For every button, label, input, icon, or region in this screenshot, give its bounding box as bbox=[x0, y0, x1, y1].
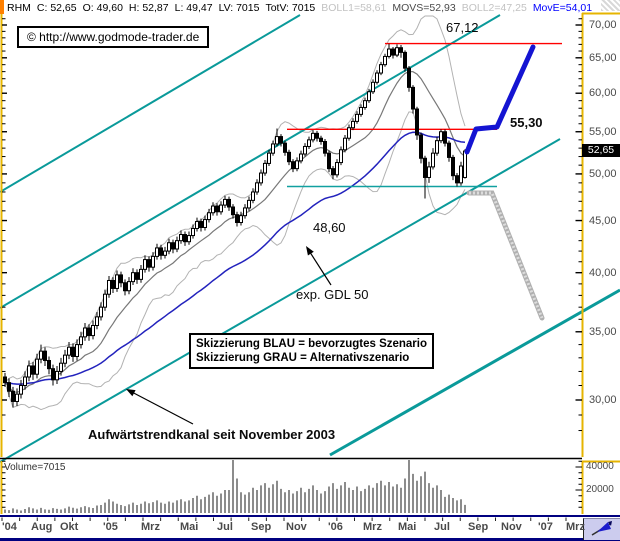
resistance-mid-label: 55,30 bbox=[510, 115, 543, 130]
header-field-9: BOLL2=47,25 bbox=[461, 1, 527, 14]
last-price-badge: 52,65 bbox=[582, 144, 620, 158]
quote-header: RHM C: 52,65 O: 49,60 H: 52,87 L: 49,47 LV: 7… bbox=[0, 0, 620, 15]
x-axis-label: Nov bbox=[286, 521, 307, 533]
trend-channel-line bbox=[0, 14, 501, 309]
scenario-blue-line bbox=[464, 44, 536, 155]
header-field-6: TotV: 7015 bbox=[265, 1, 316, 14]
x-axis-label: Sep bbox=[468, 521, 489, 533]
annotation-arrow-head bbox=[126, 389, 136, 397]
support-label: 48,60 bbox=[313, 220, 346, 235]
candles-group bbox=[3, 43, 467, 408]
x-axis-label: Mai bbox=[398, 521, 417, 533]
y-axis-label: 70,00 bbox=[589, 19, 617, 31]
trend-channel-line bbox=[0, 138, 561, 463]
x-axis-label: Sep bbox=[251, 521, 272, 533]
header-field-8: MOVS=52,93 bbox=[392, 1, 456, 14]
scenario-legend-box: Skizzierung BLAU = bevorzugtes Szenario … bbox=[189, 333, 435, 369]
x-axis-label: Jul bbox=[217, 521, 233, 533]
x-axis-label: Aug bbox=[31, 521, 53, 533]
header-field-1: C: 52,65 bbox=[36, 1, 77, 14]
x-axis-label: Mai bbox=[180, 521, 199, 533]
y-axis-label: 40,00 bbox=[589, 266, 617, 279]
annotation-arrow-line bbox=[131, 391, 194, 425]
bollinger-lower-line bbox=[4, 111, 466, 411]
bollinger-upper-line bbox=[4, 15, 466, 383]
x-axis-label: Nov bbox=[501, 521, 522, 533]
x-axis-label: Okt bbox=[60, 521, 79, 533]
header-field-4: L: 49,47 bbox=[174, 1, 213, 14]
y-axis-label: 45,00 bbox=[589, 214, 617, 227]
volume-axis-label: 40000 bbox=[586, 461, 614, 472]
header-field-5: LV: 7015 bbox=[218, 1, 260, 14]
header-field-7: BOLL1=58,61 bbox=[321, 1, 387, 14]
axis-frames bbox=[0, 1, 620, 514]
resize-grip[interactable] bbox=[601, 0, 620, 11]
header-field-3: H: 52,87 bbox=[128, 1, 169, 14]
pin-button[interactable] bbox=[583, 518, 620, 540]
x-axis-label: Mrz bbox=[363, 521, 382, 533]
y-axis-label: 60,00 bbox=[589, 87, 617, 100]
gdl-label: exp. GDL 50 bbox=[296, 287, 369, 302]
x-axis-label: Mrz bbox=[141, 521, 160, 533]
annotation-arrow-line bbox=[308, 250, 332, 286]
axis-ticks bbox=[1, 18, 582, 521]
scenario-gray-texture bbox=[469, 191, 544, 319]
volume-axis-label: 20000 bbox=[586, 484, 614, 495]
annotation-arrow-head bbox=[306, 246, 314, 256]
x-axis-label: '07 bbox=[538, 521, 553, 533]
header-field-10: MovE=54,01 bbox=[532, 1, 593, 14]
scenario-legend-line1: Skizzierung BLAU = bevorzugtes Szenario bbox=[196, 338, 428, 350]
volume-bars bbox=[4, 460, 466, 513]
trend-channel-line bbox=[0, 14, 301, 193]
trend-channel-line bbox=[329, 288, 620, 457]
x-axis-label: '04 bbox=[2, 521, 17, 533]
scenario-legend-line2: Skizzierung GRAU = Alternativszenario bbox=[196, 352, 410, 364]
x-axis-label: Mrz bbox=[566, 521, 585, 533]
resistance-high-label: 67,12 bbox=[446, 20, 479, 35]
x-axis-label: '05 bbox=[103, 521, 118, 533]
y-axis-label: 55,00 bbox=[589, 125, 617, 138]
trend-channel-label: Aufwärtstrendkanal seit November 2003 bbox=[88, 427, 336, 442]
y-axis-label: 65,00 bbox=[589, 51, 617, 64]
exp-gdl50-line bbox=[4, 131, 466, 385]
volume-pane-label: Volume=7015 bbox=[4, 462, 66, 473]
header-field-0: RHM bbox=[7, 1, 31, 14]
y-axis-label: 35,00 bbox=[589, 325, 617, 338]
flag-icon bbox=[591, 521, 612, 536]
y-axis-label: 50,00 bbox=[589, 167, 617, 180]
trend-channel-lines bbox=[0, 14, 620, 463]
key-level-lines bbox=[287, 42, 562, 188]
y-axis-label: 30,00 bbox=[589, 394, 617, 406]
scenario-gray-line bbox=[466, 190, 545, 321]
x-axis-label: '06 bbox=[328, 521, 343, 533]
header-field-2: O: 49,60 bbox=[82, 1, 123, 14]
x-axis-label: Jul bbox=[434, 521, 450, 533]
